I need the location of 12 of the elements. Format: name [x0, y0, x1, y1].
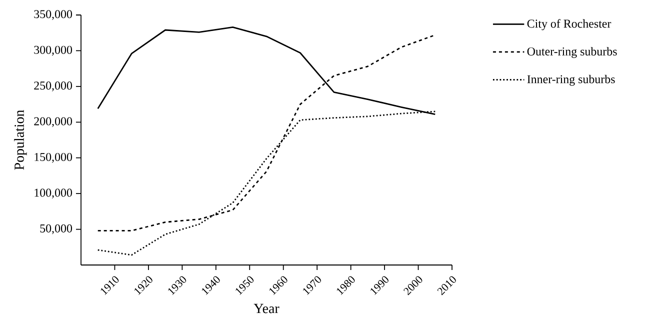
legend-label: City of Rochester: [527, 19, 612, 30]
y-tick-label: 250,000: [34, 82, 72, 92]
y-tick-label: 100,000: [34, 188, 72, 198]
y-axis-title: Population: [14, 110, 27, 170]
y-tick-label: 300,000: [34, 46, 72, 56]
y-tick-label: 200,000: [34, 117, 72, 128]
legend-label: Outer-ring suburbs: [527, 47, 617, 58]
y-tick-label: 50,000: [40, 224, 72, 234]
legend-label: Inner-ring suburbs: [527, 74, 615, 86]
y-tick-label: 150,000: [34, 152, 72, 163]
x-axis-title: Year: [254, 304, 280, 314]
y-tick-label: 350,000: [34, 10, 72, 20]
